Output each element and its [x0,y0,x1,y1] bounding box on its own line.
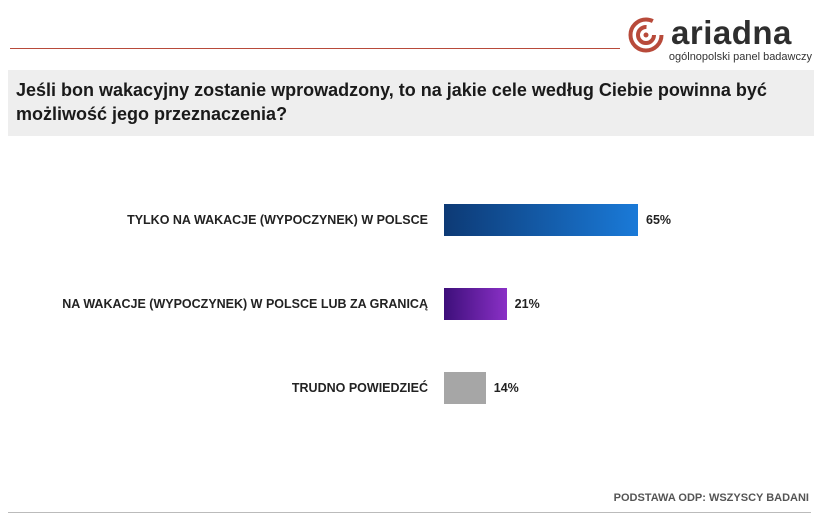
question-title: Jeśli bon wakacyjny zostanie wprowadzony… [8,70,814,136]
category-label: NA WAKACJE (WYPOCZYNEK) W POLSCE LUB ZA … [62,297,428,311]
category-label: TRUDNO POWIEDZIEĆ [291,381,428,395]
brand-tagline: ogólnopolski panel badawczy [668,51,812,63]
bar [444,204,638,236]
ariadna-spiral-icon [628,17,664,53]
brand-logo: ariadna ogólnopolski panel badawczy [628,14,814,66]
header-divider [10,48,620,49]
value-label: 65% [646,213,672,227]
base-note: PODSTAWA ODP: WSZYSCY BADANI [613,492,809,504]
value-label: 14% [493,381,519,395]
bar-chart: TYLKO NA WAKACJE (WYPOCZYNEK) W POLSCE 65… [0,180,819,430]
category-label: TYLKO NA WAKACJE (WYPOCZYNEK) W POLSCE [127,213,428,227]
bar [444,288,507,320]
value-label: 21% [514,297,540,311]
footer-divider [8,512,811,513]
brand-name: ariadna [671,14,792,51]
bar [444,372,486,404]
